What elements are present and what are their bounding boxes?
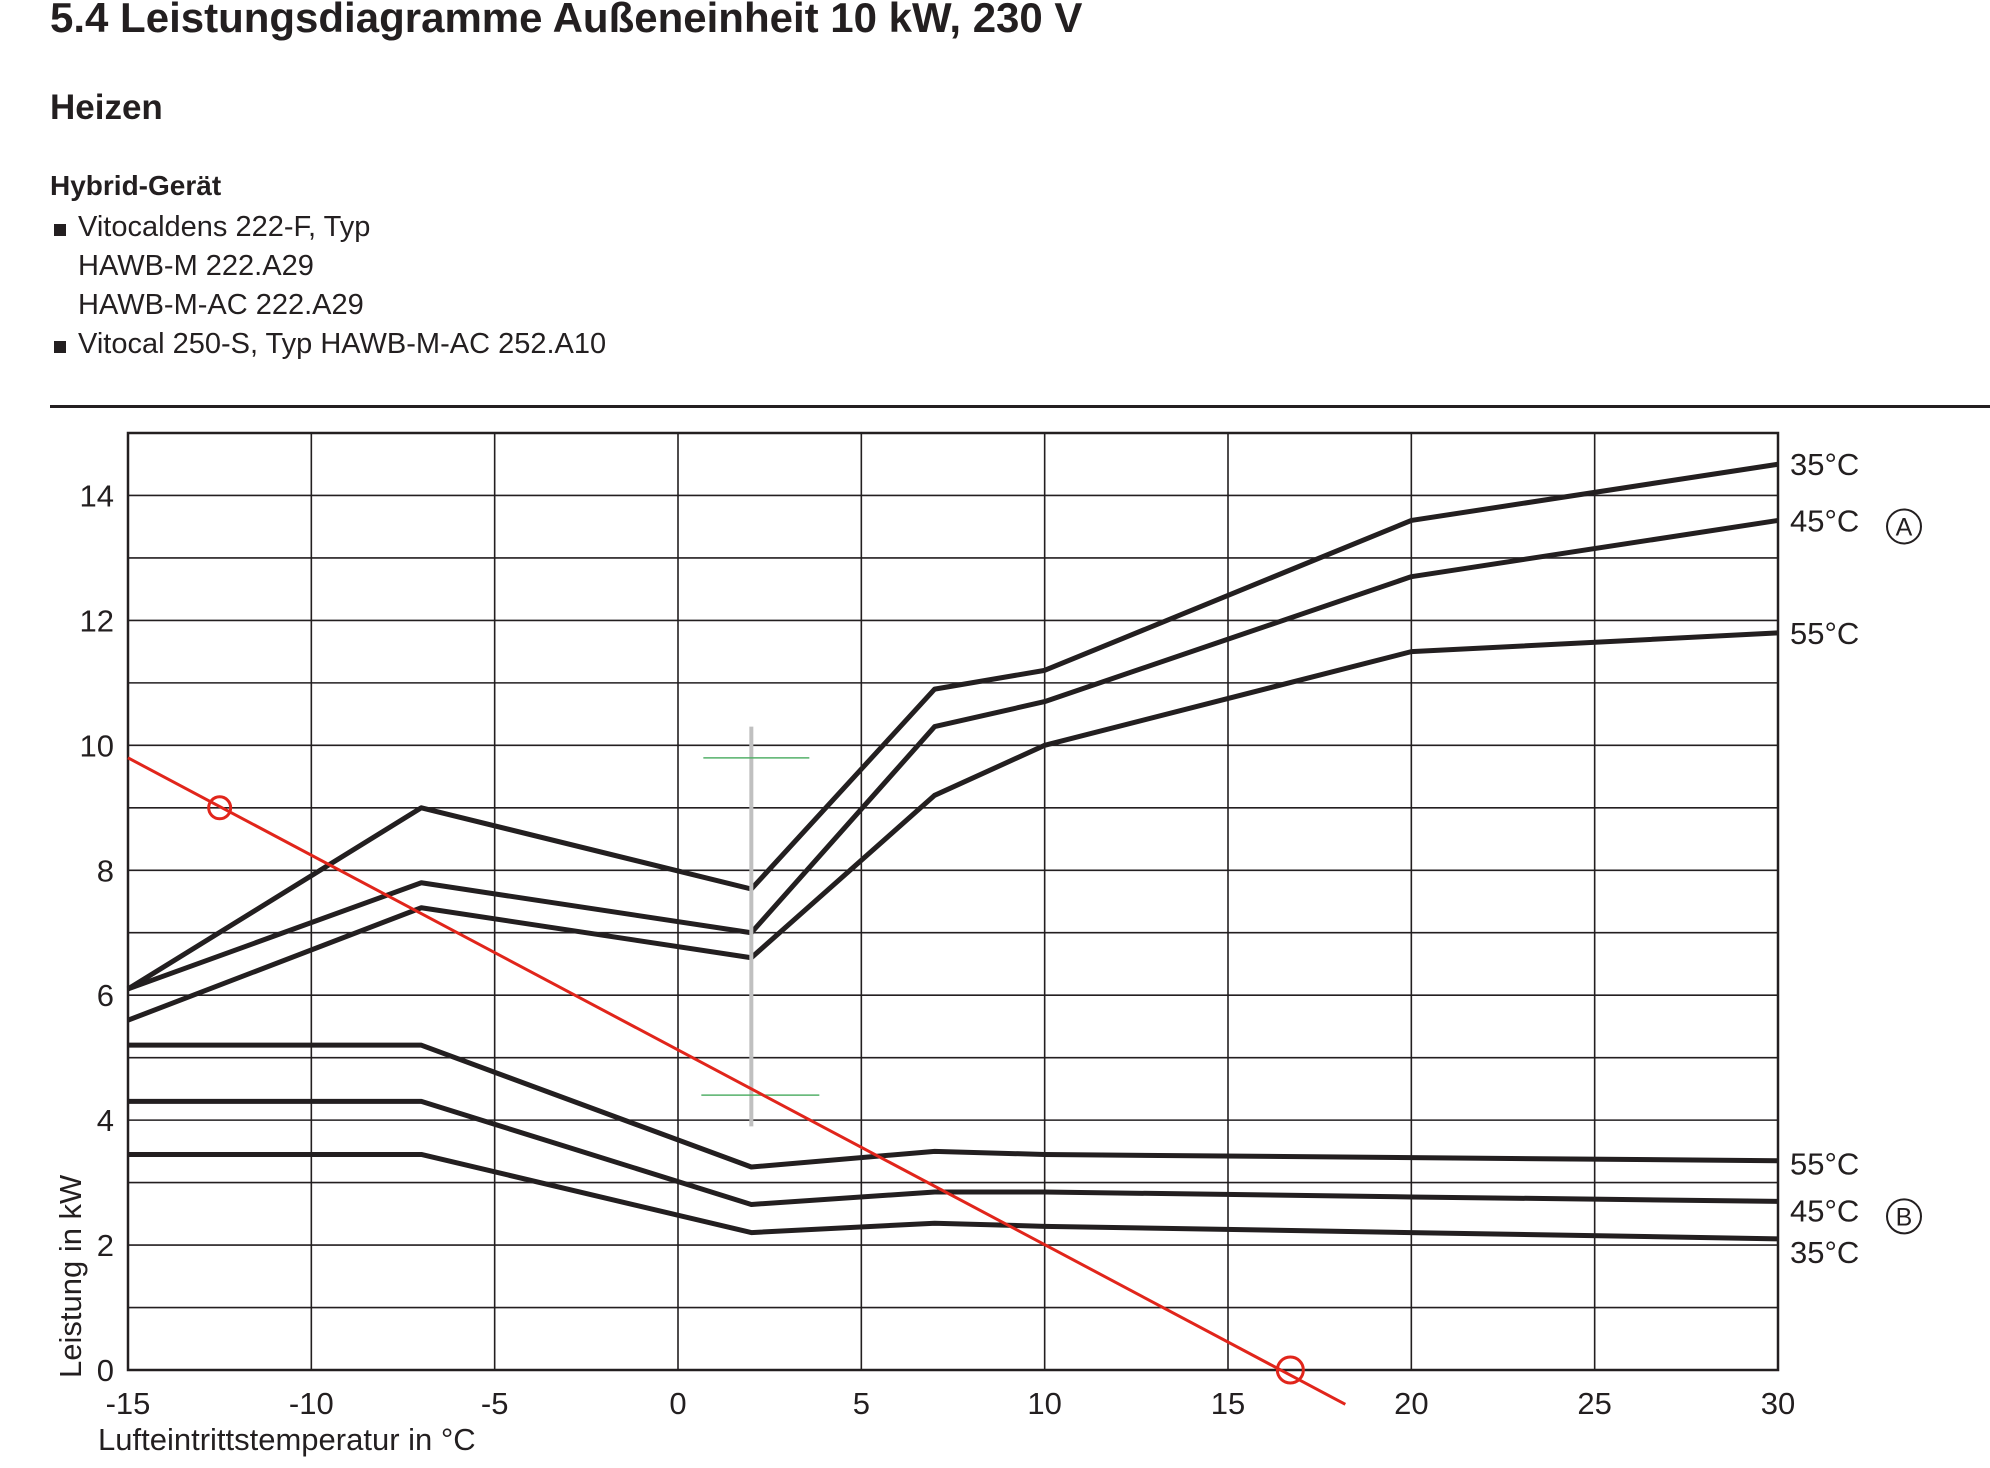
series-line: [128, 1042, 1779, 1170]
group-marker-label: A: [1896, 513, 1913, 541]
y-tick-label: 10: [80, 728, 114, 763]
device-list: Vitocaldens 222-F, Typ HAWB-M 222.A29 HA…: [50, 208, 606, 364]
series-line: [126, 461, 1779, 992]
device-list-item: Vitocal 250-S, Typ HAWB-M-AC 252.A10: [50, 325, 606, 364]
device-list-item: HAWB-M-AC 222.A29: [78, 289, 364, 321]
section-divider: [50, 405, 1990, 408]
group-marker-label: B: [1896, 1203, 1913, 1231]
x-tick-label: -5: [481, 1386, 509, 1421]
group-marker-circle: [1886, 1198, 1922, 1235]
x-tick-label: 30: [1761, 1386, 1795, 1421]
x-tick-label: 20: [1394, 1386, 1428, 1421]
device-list-item: Vitocaldens 222-F, Typ: [50, 208, 606, 247]
y-tick-label: 2: [97, 1228, 114, 1263]
x-tick-label: 0: [669, 1386, 686, 1421]
series-line: [127, 517, 1779, 992]
y-tick-label: 14: [80, 478, 114, 513]
device-heading: Hybrid-Gerät: [50, 170, 222, 201]
series-end-label: 45°C: [1790, 1193, 1859, 1228]
y-tick-label: 6: [97, 978, 114, 1013]
group-marker-circle: [1886, 508, 1922, 545]
x-tick-label: -10: [289, 1386, 334, 1421]
y-axis-title: Leistung in kW: [53, 1174, 88, 1378]
overlay-marker: [207, 795, 233, 821]
section-title: Heizen: [50, 88, 163, 127]
y-tick-label: 8: [97, 853, 114, 888]
series-end-label: 35°C: [1790, 1235, 1859, 1270]
x-axis-title: Lufteintrittstemperatur in °C: [98, 1422, 476, 1457]
series-line: [127, 630, 1779, 1023]
plot-frame: [126, 431, 1780, 1372]
y-tick-label: 4: [97, 1103, 114, 1138]
device-list-item: HAWB-M 222.A29: [78, 250, 314, 282]
series-end-label: 55°C: [1790, 1147, 1859, 1182]
y-tick-label: 0: [97, 1353, 114, 1388]
series-line: [128, 1098, 1779, 1207]
overlay-line: [127, 756, 1347, 1406]
x-tick-label: 10: [1027, 1386, 1061, 1421]
series-end-label: 45°C: [1790, 503, 1859, 538]
series-line: [128, 1151, 1779, 1242]
series-end-label: 35°C: [1790, 447, 1859, 482]
overlay-marker: [1275, 1355, 1305, 1385]
y-tick-label: 12: [80, 603, 114, 638]
x-tick-label: 15: [1211, 1386, 1245, 1421]
x-tick-label: -15: [106, 1386, 151, 1421]
page-title: 5.4 Leistungsdiagramme Außeneinheit 10 k…: [50, 0, 1083, 41]
x-tick-label: 5: [853, 1386, 870, 1421]
series-end-label: 55°C: [1790, 616, 1859, 651]
x-tick-label: 25: [1577, 1386, 1611, 1421]
